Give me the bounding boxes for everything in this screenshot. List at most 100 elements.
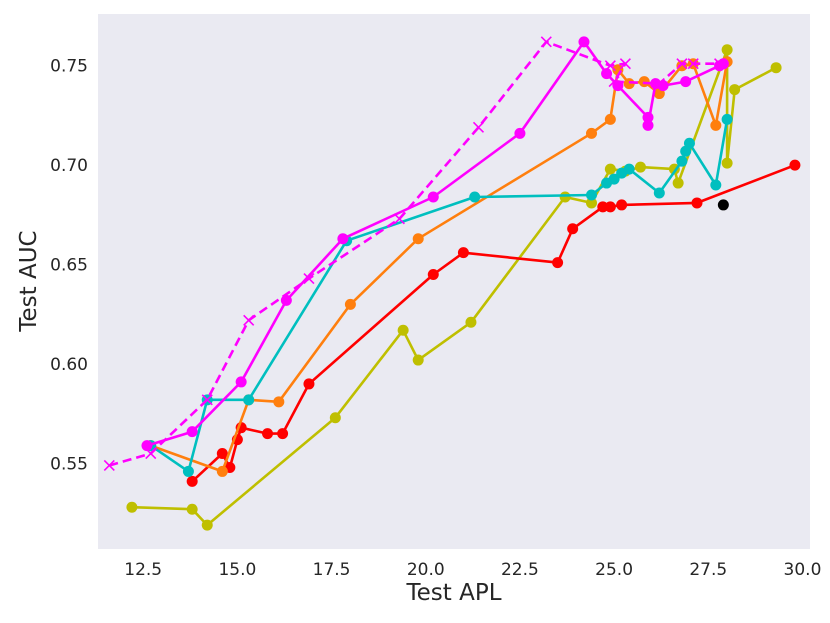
x-marker [687, 58, 699, 70]
data-point [412, 354, 424, 366]
data-point [201, 519, 213, 531]
data-point [465, 316, 477, 328]
x-axis-label: Test APL [405, 580, 501, 606]
data-point [216, 465, 228, 477]
data-point [514, 127, 526, 139]
data-point [638, 76, 650, 88]
x-tick-label: 17.5 [313, 560, 351, 580]
series-layer [103, 36, 801, 531]
data-point [469, 191, 481, 203]
data-point [344, 298, 356, 310]
x-marker [472, 121, 485, 133]
data-point [186, 503, 198, 515]
series-line [150, 61, 729, 473]
data-point [680, 76, 692, 88]
y-tick-label: 0.70 [50, 156, 88, 176]
x-tick-labels: 12.5 15.0 17.5 20.0 22.5 25.0 27.5 30.0 [124, 560, 821, 580]
data-point [721, 44, 733, 56]
data-point [710, 119, 722, 131]
data-point [273, 396, 285, 408]
data-point [608, 173, 620, 185]
data-point [337, 233, 349, 245]
data-point [770, 62, 782, 74]
data-point [717, 199, 729, 211]
x-marker [676, 58, 688, 70]
data-point [412, 233, 424, 245]
data-point [427, 191, 439, 203]
x-marker [103, 459, 115, 472]
x-marker [243, 314, 255, 326]
x-tick-label: 15.0 [218, 560, 256, 580]
data-point [329, 412, 341, 424]
x-marker [608, 76, 620, 88]
data-point [586, 189, 598, 201]
x-marker [540, 36, 552, 48]
x-marker [714, 58, 726, 70]
x-marker [145, 447, 157, 460]
data-point [616, 199, 628, 211]
y-axis-label: Test AUC [16, 230, 42, 332]
data-point [623, 163, 635, 175]
data-point [604, 201, 616, 213]
data-point [182, 465, 194, 477]
data-point [586, 197, 598, 209]
data-point [262, 428, 274, 440]
data-point [642, 119, 654, 131]
data-point [397, 324, 409, 336]
data-point [789, 159, 801, 171]
data-point [457, 247, 469, 259]
data-point [126, 501, 138, 513]
y-tick-label: 0.55 [50, 454, 88, 474]
data-point [303, 378, 315, 390]
data-point [586, 127, 598, 139]
data-point [683, 137, 695, 149]
data-point [141, 440, 153, 452]
x-tick-label: 27.5 [689, 560, 727, 580]
x-marker [653, 78, 665, 90]
data-point [277, 428, 289, 440]
x-tick-label: 30.0 [784, 560, 822, 580]
data-point [634, 161, 646, 173]
series-6 [717, 199, 729, 211]
data-point [604, 113, 616, 125]
data-point [672, 177, 684, 189]
data-point [578, 36, 590, 48]
x-marker [303, 272, 315, 285]
x-marker [201, 394, 213, 406]
data-point [691, 197, 703, 209]
x-marker [604, 60, 616, 72]
data-point [559, 191, 571, 203]
y-tick-label: 0.75 [50, 57, 88, 77]
data-point [243, 394, 255, 406]
series-5 [103, 36, 726, 472]
y-tick-label: 0.60 [50, 355, 88, 375]
data-point [235, 376, 247, 388]
x-marker [393, 213, 405, 225]
x-tick-label: 25.0 [595, 560, 633, 580]
data-point [597, 201, 609, 213]
y-tick-label: 0.65 [50, 256, 88, 276]
x-tick-label: 20.0 [407, 560, 445, 580]
data-point [567, 223, 579, 235]
data-point [729, 84, 741, 96]
data-point [552, 257, 564, 269]
series-1 [186, 159, 801, 487]
data-point [186, 475, 198, 487]
data-point [710, 179, 722, 191]
data-point [427, 269, 439, 281]
data-point [216, 448, 228, 460]
data-point [604, 163, 616, 175]
x-marker [619, 58, 631, 70]
y-tick-labels: 0.55 0.60 0.65 0.70 0.75 [50, 57, 88, 475]
x-tick-label: 22.5 [501, 560, 539, 580]
data-point [676, 155, 688, 167]
data-point [721, 113, 733, 125]
data-point [717, 58, 729, 70]
data-point [653, 187, 665, 199]
data-point [186, 426, 198, 438]
series-3 [145, 113, 733, 477]
x-tick-label: 12.5 [124, 560, 162, 580]
data-point [623, 78, 635, 90]
data-point [642, 111, 654, 123]
